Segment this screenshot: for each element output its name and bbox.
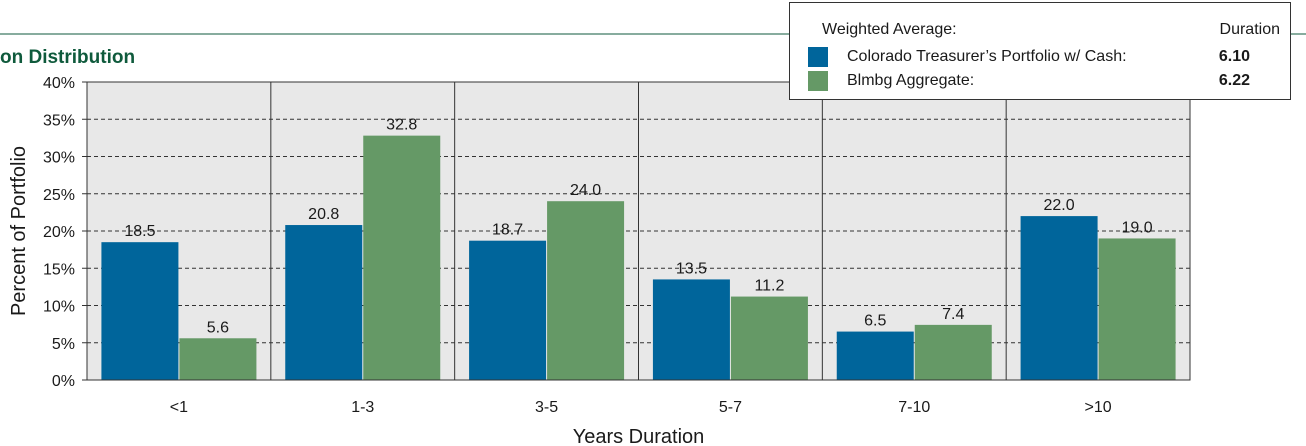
plot-frame	[86, 81, 1191, 381]
legend-header-label: Weighted Average:	[822, 21, 957, 38]
bar-portfolio	[101, 242, 179, 380]
bar-portfolio	[652, 279, 730, 380]
y-tick-label: 10%	[43, 299, 75, 316]
bar-portfolio	[285, 225, 363, 380]
data-label: 18.5	[124, 223, 155, 240]
y-axis-label: Percent of Portfolio	[8, 146, 30, 316]
legend-label-portfolio: Colorado Treasurer’s Portfolio w/ Cash:	[847, 48, 1127, 65]
data-label: 6.5	[864, 313, 886, 330]
bar-aggregate	[547, 201, 625, 380]
legend-item-aggregate: Blmbg Aggregate: 6.22	[790, 71, 1290, 91]
y-tick-label: 40%	[43, 75, 75, 92]
x-axis-label: Years Duration	[573, 426, 705, 446]
y-tick-label: 25%	[43, 187, 75, 204]
bar-portfolio	[469, 240, 547, 380]
y-tick-label: 35%	[43, 112, 75, 129]
data-label: 13.5	[676, 260, 707, 277]
bar-portfolio	[836, 331, 914, 380]
data-label: 11.2	[754, 278, 784, 295]
x-tick-label: 3-5	[535, 399, 558, 416]
legend-header-duration: Duration	[1219, 21, 1280, 38]
bar-aggregate	[179, 338, 257, 380]
legend-swatch-portfolio	[808, 47, 828, 67]
data-label: 5.6	[207, 319, 229, 336]
data-label: 32.8	[386, 117, 417, 134]
x-tick-label: 7-10	[898, 399, 930, 416]
data-label: 7.4	[942, 306, 964, 323]
data-label: 20.8	[308, 206, 339, 223]
legend-swatch-aggregate	[808, 71, 828, 91]
bar-portfolio	[1020, 216, 1098, 380]
legend-value-portfolio: 6.10	[1218, 48, 1250, 65]
y-tick-label: 0%	[52, 373, 75, 390]
data-label: 22.0	[1044, 197, 1075, 214]
bar-aggregate	[730, 296, 808, 380]
y-tick-label: 15%	[43, 261, 75, 278]
legend: Weighted Average: Duration Colorado Trea…	[789, 2, 1291, 100]
legend-label-aggregate: Blmbg Aggregate:	[847, 72, 975, 89]
bar-aggregate	[1098, 238, 1176, 380]
axis-layer: 0% 5% 10% 15% 20% 25% 30% 35% 40% <1 1-3 3-5 5-7 7-10…	[43, 75, 1191, 416]
data-label: 19.0	[1122, 219, 1153, 236]
bar-aggregate	[363, 135, 441, 380]
y-tick-label: 20%	[43, 224, 75, 241]
x-tick-label: >10	[1085, 399, 1112, 416]
data-label: 24.0	[570, 182, 601, 199]
x-tick-label: 5-7	[719, 399, 742, 416]
y-tick-label: 30%	[43, 150, 75, 167]
bars-layer: 18.5 5.6 20.8 32.8 18.7 24.0 13.5 11.2 6.5 7.4 22.…	[101, 117, 1176, 380]
chart-title: on Distribution	[0, 47, 135, 68]
y-tick-label: 5%	[52, 336, 75, 353]
data-label: 18.7	[492, 222, 523, 239]
x-tick-label: <1	[170, 399, 188, 416]
legend-item-portfolio: Colorado Treasurer’s Portfolio w/ Cash: …	[790, 47, 1290, 67]
legend-value-aggregate: 6.22	[1218, 72, 1250, 89]
x-tick-label: 1-3	[351, 399, 374, 416]
bar-aggregate	[914, 324, 992, 380]
grid-layer	[87, 82, 1190, 380]
